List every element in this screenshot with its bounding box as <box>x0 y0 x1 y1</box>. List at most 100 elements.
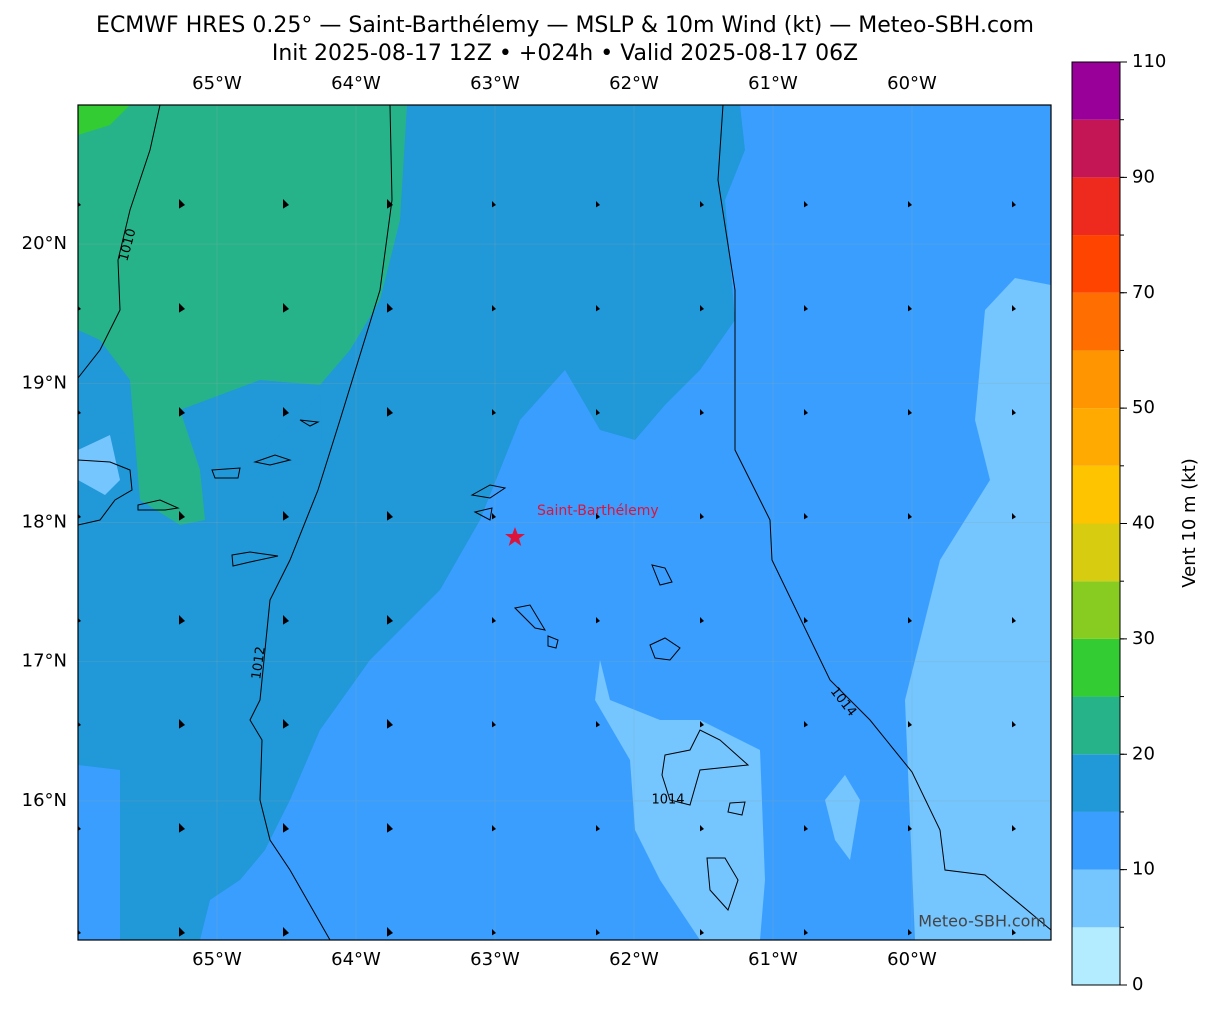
wind-barb <box>804 617 808 624</box>
wind-barb <box>283 511 289 521</box>
lon-label: 61°W <box>748 949 798 970</box>
colorbar-band <box>1072 235 1120 293</box>
wind-barb <box>908 305 912 312</box>
lat-label: 20°N <box>22 233 67 254</box>
lon-label: 62°W <box>609 73 659 94</box>
colorbar-tick-label: 40 <box>1132 513 1155 534</box>
wind-barb <box>179 303 185 313</box>
wind-barb <box>492 929 496 936</box>
colorbar-band <box>1072 927 1120 985</box>
wind-field <box>255 395 322 465</box>
wind-barb <box>700 305 704 312</box>
colorbar-tick-label: 30 <box>1132 628 1155 649</box>
wind-barb <box>283 823 289 833</box>
lon-label: 62°W <box>609 949 659 970</box>
wind-barb <box>1012 929 1016 936</box>
wind-barb <box>804 409 808 416</box>
wind-barb <box>700 201 704 208</box>
wind-barb <box>596 617 600 624</box>
isobar <box>717 105 1051 931</box>
wind-field <box>595 660 765 940</box>
wind-barb <box>78 618 81 623</box>
wind-barbs <box>78 199 1016 937</box>
wind-field <box>825 775 860 860</box>
colorbar-band <box>1072 62 1120 120</box>
colorbar-tick-label: 10 <box>1132 859 1155 880</box>
colorbar-band <box>1072 754 1120 812</box>
colorbar-band <box>1072 408 1120 466</box>
wind-barb <box>387 303 393 313</box>
wind-barb <box>387 407 393 417</box>
wind-barb <box>700 513 704 520</box>
wind-barb <box>804 201 808 208</box>
lon-label: 65°W <box>192 73 242 94</box>
wind-barb <box>387 927 393 937</box>
wind-barb <box>804 721 808 728</box>
subtitle: Init 2025-08-17 12Z • +024h • Valid 2025… <box>272 41 858 66</box>
colorbar-tick-label: 90 <box>1132 166 1155 187</box>
wind-barb <box>78 930 81 935</box>
wind-barb <box>596 721 600 728</box>
wind-barb <box>700 721 704 728</box>
lon-label: 65°W <box>192 949 242 970</box>
colorbar-band <box>1072 292 1120 351</box>
lon-label: 63°W <box>470 949 520 970</box>
wind-field <box>78 105 407 525</box>
wind-barb <box>179 199 185 209</box>
watermark: Meteo-SBH.com <box>918 912 1046 931</box>
wind-barb <box>1012 721 1016 728</box>
colorbar-band <box>1072 869 1120 928</box>
wind-barb <box>283 615 289 625</box>
wind-barb <box>700 617 704 624</box>
wind-barb <box>1012 201 1016 208</box>
wind-barb <box>908 409 912 416</box>
wind-barb <box>78 202 81 207</box>
wind-barb <box>1012 617 1016 624</box>
wind-barb <box>387 615 393 625</box>
lon-label: 61°W <box>748 73 798 94</box>
wind-barb <box>700 929 704 936</box>
lat-label: 17°N <box>22 651 67 672</box>
wind-barb <box>596 201 600 208</box>
colorbar-band <box>1072 523 1120 582</box>
lon-label: 64°W <box>331 73 381 94</box>
wind-barb <box>908 721 912 728</box>
wind-barb <box>804 825 808 832</box>
wind-barb <box>492 513 496 520</box>
wind-barb <box>804 513 808 520</box>
colorbar-band <box>1072 696 1120 755</box>
wind-barb <box>387 719 393 729</box>
colorbar-band <box>1072 638 1120 697</box>
place-label: Saint-Barthélemy <box>537 503 659 519</box>
wind-barb <box>387 511 393 521</box>
wind-field <box>78 105 130 135</box>
wind-barb <box>179 719 185 729</box>
wind-barb <box>78 514 81 519</box>
wind-barb <box>596 513 600 520</box>
wind-field <box>78 435 120 495</box>
wind-field <box>905 278 1051 940</box>
wind-barb <box>492 305 496 312</box>
lon-label: 60°W <box>887 949 937 970</box>
colorbar-band <box>1072 350 1120 409</box>
lat-label: 19°N <box>22 372 67 393</box>
contour-label: 1014 <box>651 793 684 808</box>
colorbar-tick-label: 110 <box>1132 51 1166 72</box>
colorbar-tick-label: 50 <box>1132 397 1155 418</box>
wind-barb <box>492 617 496 624</box>
lon-label: 64°W <box>331 949 381 970</box>
wind-barb <box>283 303 289 313</box>
location-marker <box>505 527 525 546</box>
colorbar-band <box>1072 811 1120 870</box>
colorbar-frame <box>1071 61 1121 986</box>
colorbar-tick-label: 0 <box>1132 974 1143 995</box>
wind-barb <box>283 719 289 729</box>
contour-label: 1012 <box>249 646 268 681</box>
wind-barb <box>179 823 185 833</box>
wind-barb <box>492 721 496 728</box>
wind-barb <box>283 199 289 209</box>
colorbar-label: Vent 10 m (kt) <box>1179 458 1200 588</box>
lon-label: 63°W <box>470 73 520 94</box>
colorbar-band <box>1072 177 1120 236</box>
